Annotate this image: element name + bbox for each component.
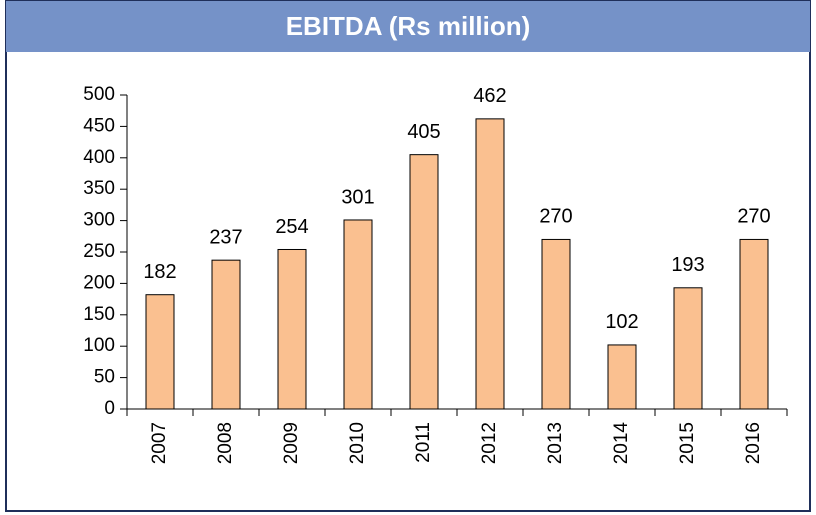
y-tick-label: 300 xyxy=(83,210,115,231)
y-tick-label: 200 xyxy=(83,272,115,293)
data-label: 102 xyxy=(605,311,638,333)
x-tick-label: 2016 xyxy=(743,422,764,464)
y-tick-label: 400 xyxy=(83,147,115,168)
bar xyxy=(739,238,769,410)
bar xyxy=(145,294,175,410)
y-tick-label: 50 xyxy=(94,367,115,388)
y-tick-label: 250 xyxy=(83,241,115,262)
data-label: 182 xyxy=(143,261,176,283)
x-tick-label: 2013 xyxy=(545,422,566,464)
bar xyxy=(409,154,439,410)
bar xyxy=(607,344,637,410)
bar xyxy=(475,118,505,410)
x-tick-label: 2010 xyxy=(347,422,368,464)
data-label: 237 xyxy=(209,226,242,248)
data-label: 254 xyxy=(275,216,308,238)
bar xyxy=(211,259,241,410)
x-tick-label: 2007 xyxy=(149,422,170,464)
chart-title: EBITDA (Rs million) xyxy=(286,11,531,41)
data-label: 193 xyxy=(671,254,704,276)
x-tick-label: 2012 xyxy=(479,422,500,464)
title-band xyxy=(6,1,810,52)
data-label: 301 xyxy=(341,186,374,208)
y-tick-label: 100 xyxy=(83,335,115,356)
data-label: 270 xyxy=(737,206,770,228)
y-tick-label: 450 xyxy=(83,115,115,136)
data-label: 270 xyxy=(539,206,572,228)
y-tick-label: 0 xyxy=(104,398,115,419)
data-label: 462 xyxy=(473,85,506,107)
frame xyxy=(5,0,811,512)
y-tick-label: 350 xyxy=(83,178,115,199)
bar xyxy=(277,248,307,410)
x-tick-label: 2011 xyxy=(413,422,434,463)
x-tick-label: 2015 xyxy=(677,422,698,464)
bar xyxy=(541,238,571,410)
bar xyxy=(673,287,703,410)
y-tick-label: 500 xyxy=(83,84,115,105)
bar xyxy=(343,219,373,410)
x-tick-label: 2014 xyxy=(611,422,632,465)
x-tick-label: 2008 xyxy=(215,422,236,464)
y-tick-label: 150 xyxy=(83,304,115,325)
x-tick-label: 2009 xyxy=(281,422,302,464)
data-label: 405 xyxy=(407,121,440,143)
